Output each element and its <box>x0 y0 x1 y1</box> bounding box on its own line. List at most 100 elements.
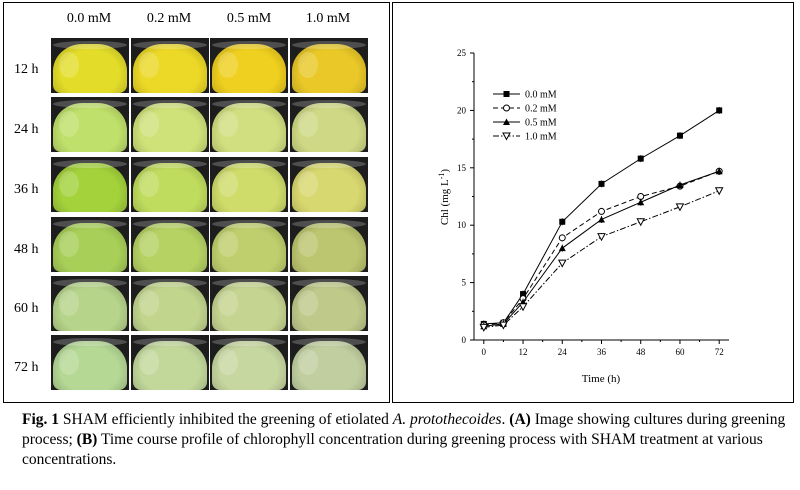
culture-flask-photo <box>290 97 368 152</box>
culture-liquid <box>292 341 366 390</box>
culture-liquid <box>133 341 207 390</box>
culture-flask-photo <box>51 217 129 272</box>
flask-rim <box>53 160 127 168</box>
glass-reflection <box>218 349 238 375</box>
glass-reflection <box>139 349 159 375</box>
culture-flask-photo <box>131 276 209 331</box>
culture-flask-photo <box>210 157 288 212</box>
culture-liquid <box>292 282 366 331</box>
glass-reflection <box>139 290 159 316</box>
culture-flask-photo <box>51 157 129 212</box>
x-tick-label: 48 <box>636 347 646 357</box>
glass-reflection <box>298 52 318 78</box>
culture-liquid <box>292 103 366 152</box>
x-tick-label: 72 <box>715 347 724 357</box>
culture-flask-photo <box>51 97 129 152</box>
label-a: (A) <box>509 411 531 428</box>
flask-rim <box>292 220 366 228</box>
culture-flask-photo <box>131 97 209 152</box>
legend-label: 0.2 mM <box>525 104 557 115</box>
y-tick-label: 5 <box>462 278 467 288</box>
culture-flask-photo <box>210 276 288 331</box>
data-point <box>676 132 683 139</box>
glass-reflection <box>298 290 318 316</box>
culture-liquid <box>212 341 286 390</box>
glass-reflection <box>139 52 159 78</box>
culture-liquid <box>212 44 286 93</box>
data-point <box>637 155 644 162</box>
panel-a-culture-images: 0.0 mM 0.2 mM 0.5 mM 1.0 mM 12 h 24 h 36… <box>3 2 390 403</box>
flask-rim <box>212 41 286 49</box>
y-tick-label: 25 <box>457 48 467 58</box>
y-tick-label: 15 <box>457 163 467 173</box>
glass-reflection <box>139 171 159 197</box>
y-tick-label: 0 <box>462 335 467 345</box>
legend-label: 0.5 mM <box>525 118 557 129</box>
y-axis-label: Chl (mg L-1) <box>437 169 451 226</box>
data-point <box>598 207 605 215</box>
column-header: 1.0 mM <box>305 11 351 26</box>
chart-axes <box>473 53 729 341</box>
data-point <box>598 180 605 187</box>
data-point <box>715 167 723 175</box>
culture-liquid <box>133 163 207 212</box>
flask-rim <box>133 279 207 287</box>
data-point <box>558 234 566 242</box>
flask-rim <box>212 220 286 228</box>
axis-ticks: 0 12 24 36 48 60 72 0 5 10 15 20 25 <box>457 48 724 357</box>
column-header: 0.0 mM <box>66 11 112 26</box>
culture-flask-photo <box>210 97 288 152</box>
row-header: 24 h <box>14 122 39 137</box>
flask-rim <box>133 338 207 346</box>
glass-reflection <box>59 231 79 257</box>
culture-flask-photo <box>210 217 288 272</box>
culture-liquid <box>133 282 207 331</box>
data-point <box>676 181 684 189</box>
culture-liquid <box>292 44 366 93</box>
culture-liquid <box>133 103 207 152</box>
culture-liquid <box>53 163 127 212</box>
flask-rim <box>53 279 127 287</box>
glass-reflection <box>59 52 79 78</box>
row-header: 60 h <box>14 301 39 316</box>
culture-flask-photo <box>131 38 209 93</box>
data-point <box>598 215 605 223</box>
culture-flask-photo <box>290 38 368 93</box>
flask-rim <box>292 41 366 49</box>
row-header: 36 h <box>14 182 39 197</box>
culture-flask-photo <box>290 217 368 272</box>
flask-rim <box>212 100 286 108</box>
label-b: (B) <box>76 431 98 448</box>
culture-liquid <box>212 163 286 212</box>
figure-label: Fig. 1 <box>22 411 60 428</box>
x-axis-label: Time (h) <box>582 373 621 385</box>
culture-flask-photo <box>51 38 129 93</box>
series-line <box>483 170 720 327</box>
culture-flask-photo <box>51 335 129 390</box>
flask-rim <box>212 279 286 287</box>
culture-liquid <box>212 223 286 272</box>
data-point <box>499 321 508 330</box>
culture-liquid <box>292 163 366 212</box>
culture-flask-photo <box>290 276 368 331</box>
glass-reflection <box>218 231 238 257</box>
x-tick-label: 12 <box>519 347 528 357</box>
culture-flask-photo <box>290 335 368 390</box>
data-series <box>479 106 724 332</box>
data-point <box>518 303 528 312</box>
x-tick-label: 24 <box>558 347 568 357</box>
culture-flask-photo <box>290 157 368 212</box>
legend-marker <box>502 132 511 141</box>
glass-reflection <box>59 349 79 375</box>
legend-label: 1.0 mM <box>525 132 557 143</box>
column-header: 0.5 mM <box>226 11 272 26</box>
culture-flask-photo <box>51 276 129 331</box>
glass-reflection <box>218 290 238 316</box>
figure-caption: Fig. 1 SHAM efficiently inhibited the gr… <box>22 411 786 468</box>
culture-liquid <box>53 44 127 93</box>
data-point <box>597 233 606 242</box>
flask-rim <box>53 220 127 228</box>
culture-liquid <box>53 282 127 331</box>
legend-label: 0.0 mM <box>525 90 557 101</box>
flask-rim <box>292 160 366 168</box>
